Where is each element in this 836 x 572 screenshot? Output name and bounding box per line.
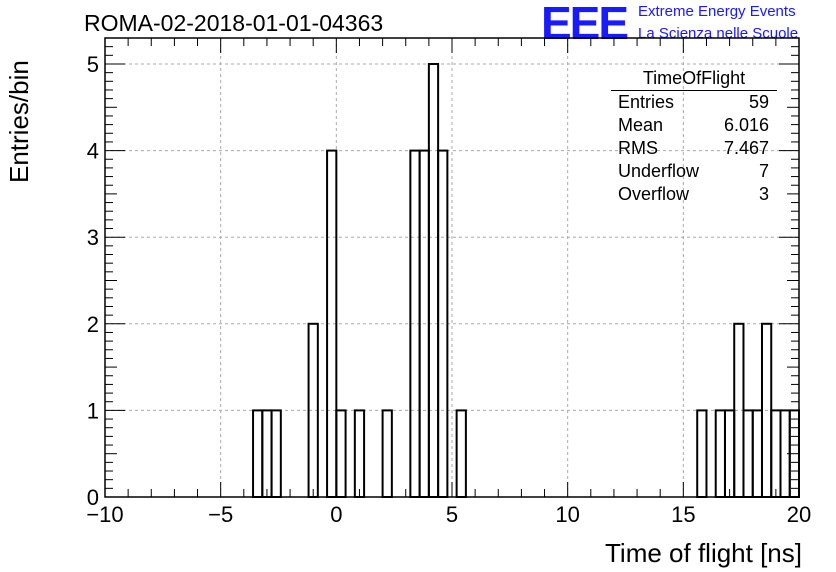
histogram-bin [335,409,347,499]
x-tick-label: 10 [555,502,579,527]
stats-value: 7.467 [723,138,769,158]
histogram-bin [714,409,726,499]
stats-value: 6.016 [723,115,769,135]
histogram-bin [696,409,708,499]
stats-value: 7 [758,161,769,181]
stats-row-entries: Entries 59 [611,91,777,114]
x-tick-label: 20 [787,502,811,527]
histogram-bin [427,62,440,498]
x-tick-label: 15 [671,502,695,527]
y-tick-label: 5 [87,52,99,77]
histogram-bin [270,409,282,499]
x-tick-label: 5 [446,502,458,527]
x-tick-label: −5 [208,502,233,527]
axes: −10 −5 0 5 10 15 20 0 1 2 3 4 5 [86,37,811,527]
stats-label: Entries [618,92,675,112]
y-tick-label: 0 [87,485,99,510]
y-tick-label: 2 [87,312,99,337]
histogram-bin [751,409,763,499]
y-tick-label: 3 [87,225,99,250]
stats-label: Mean [618,115,664,135]
histogram-bin [742,409,754,499]
stats-row-underflow: Underflow 7 [611,160,777,183]
run-title: ROMA-02-2018-01-01-04363 [84,10,384,36]
stats-title: TimeOfFlight [611,66,777,91]
x-tick-label: 0 [330,502,342,527]
y-tick-label: 4 [87,139,99,164]
stats-box: TimeOfFlight Entries 59 Mean 6.016 RMS 7.46… [611,66,777,206]
stats-label: Overflow [618,184,690,204]
stats-label: Underflow [618,161,700,181]
histogram-bin [381,409,393,499]
stats-label: RMS [618,138,658,158]
stats-row-rms: RMS 7.467 [611,137,777,160]
y-tick-label: 1 [87,398,99,423]
logo-tagline-1: Extreme Energy Events [638,3,796,20]
x-tick-label: −10 [86,502,123,527]
histogram-bin [261,409,273,499]
histogram-bin [770,409,782,499]
stats-value: 59 [748,92,769,112]
stats-row-mean: Mean 6.016 [611,114,777,137]
histogram-bin [723,409,736,499]
x-axis-label: Time of flight [ns] [605,538,802,568]
histogram-bin [455,409,467,499]
stats-value: 3 [758,184,769,204]
histogram-bin [353,409,366,499]
y-axis-label: Entries/bin [4,60,34,183]
stats-row-overflow: Overflow 3 [611,183,777,206]
histogram-bin [252,409,264,499]
